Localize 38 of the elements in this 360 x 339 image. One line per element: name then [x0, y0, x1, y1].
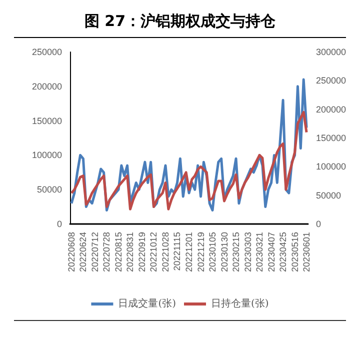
- y-tick-label: 200000: [32, 81, 62, 92]
- legend-label: 日持仓量(张): [211, 298, 269, 310]
- x-tick-label: 20230105: [208, 232, 218, 272]
- x-tick-label: 20220608: [66, 232, 76, 272]
- x-tick-label: 20221201: [184, 232, 194, 272]
- x-tick-label: 20220815: [113, 232, 124, 272]
- y2-tick-label: 200000: [316, 104, 346, 114]
- x-tick-label: 20221219: [196, 232, 206, 272]
- x-tick-label: 20230601: [302, 232, 312, 272]
- y-tick-label: 250000: [32, 47, 62, 57]
- x-tick-label: 20230215: [231, 232, 242, 272]
- x-tick-label: 20221115: [172, 232, 182, 271]
- x-tick-label: 20230130: [219, 232, 230, 272]
- y2-tick-label: 100000: [316, 162, 346, 172]
- y-tick-label: 50000: [36, 184, 62, 195]
- y2-tick-label: 250000: [316, 76, 346, 86]
- y-tick-label: 0: [56, 219, 62, 229]
- x-tick-label: 20220712: [90, 232, 100, 272]
- x-tick-label: 20230303: [242, 232, 253, 272]
- chart-title: 图 27：沪铝期权成交与持仓: [83, 11, 277, 32]
- y-tick-label: 150000: [32, 116, 62, 126]
- x-tick-label: 20220831: [125, 232, 136, 272]
- x-tick-label: 20220728: [102, 232, 112, 272]
- x-tick-label: 20230425: [278, 232, 288, 272]
- x-tick-label: 20230516: [290, 232, 300, 272]
- y2-tick-label: 150000: [316, 133, 346, 143]
- x-tick-label: 20221028: [160, 232, 170, 272]
- x-tick-label: 20230321: [254, 232, 265, 272]
- y-tick-label: 100000: [32, 150, 62, 160]
- legend-label: 日成交量(张): [118, 298, 176, 310]
- x-tick-label: 20221012: [148, 232, 159, 272]
- y2-tick-label: 50000: [316, 190, 342, 200]
- line-series: [70, 110, 308, 210]
- x-tick-label: 20220624: [78, 232, 88, 272]
- x-tick-label: 20230407: [266, 232, 276, 272]
- x-tick-label: 20220919: [136, 232, 147, 272]
- y2-tick-label: 0: [316, 219, 322, 229]
- y2-tick-label: 300000: [316, 47, 346, 57]
